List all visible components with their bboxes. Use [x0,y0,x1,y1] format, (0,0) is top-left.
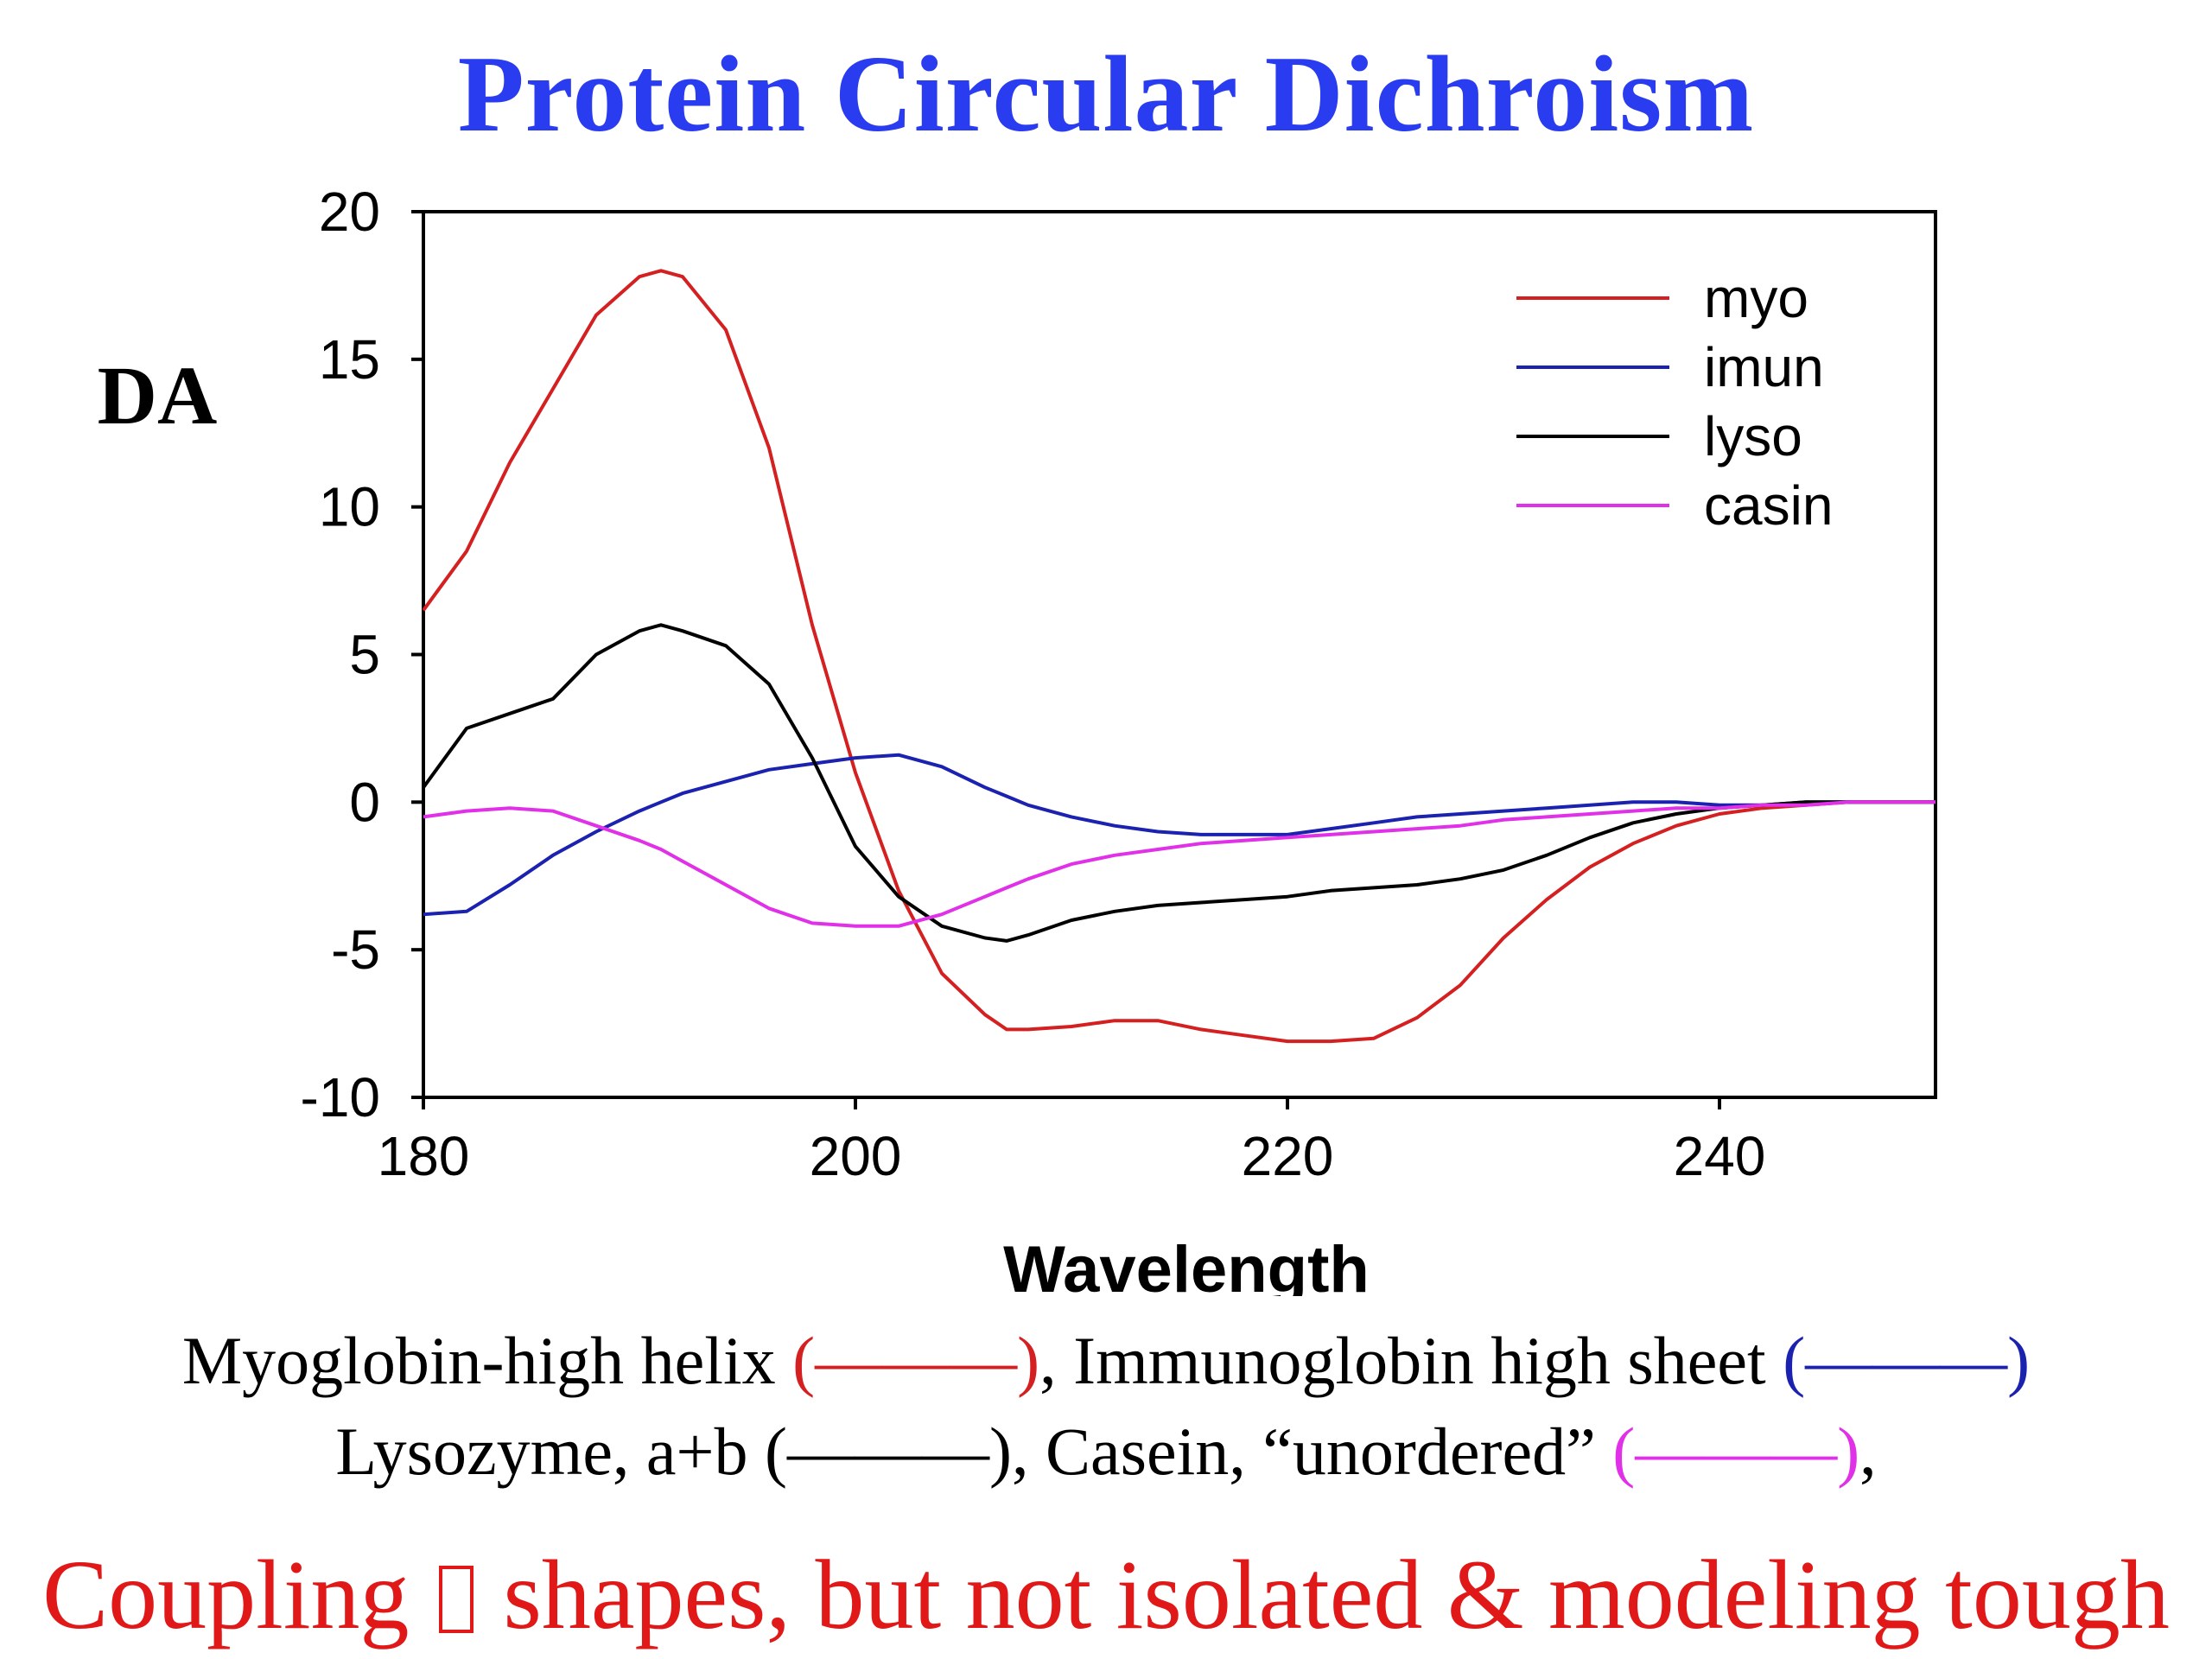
series-line-lyso [422,623,1936,943]
caption-myoglobin-text: Myoglobin-high helix [181,1323,793,1398]
imun-swatch: (———) [1783,1323,2031,1398]
y-tick-label: 10 [319,476,380,538]
chart-series [422,269,1936,1044]
legend-label-casin: casin [1704,474,1833,537]
x-tick-label: 220 [1242,1125,1334,1187]
legend-label-imun: imun [1704,336,1824,398]
legend-label-lyso: lyso [1704,405,1802,467]
casin-swatch: (———) [1612,1414,1860,1489]
x-axis-label: Wavelength [1003,1233,1370,1296]
series-line-myo [422,269,1936,1044]
missing-glyph-box [439,1566,474,1633]
y-tick-label: 0 [349,771,380,833]
bottom-statement: Coupling shapes, but not isolated & mode… [0,1538,2212,1652]
y-tick-label: 15 [319,328,380,391]
caption-immunoglobin-text: , Immunoglobin high sheet [1039,1323,1783,1398]
myo-swatch: (———) [792,1323,1040,1398]
caption-line-2-end: , [1859,1414,1877,1489]
cd-chart: 180 200 220 240 20 15 10 5 0 -5 -10 Wavelength DA my… [98,181,1937,1296]
x-tick-label: 200 [810,1125,902,1187]
caption-line-2: Lysozyme, a+b (———), Casein, “unordered”… [0,1413,2212,1491]
y-axis-label: DA [98,349,218,442]
bottom-text-end: shapes, but not isolated & modeling toug… [479,1540,2170,1649]
caption-line-1: Myoglobin-high helix (———), Immunoglobin… [0,1322,2212,1400]
x-tick-label: 240 [1674,1125,1766,1187]
y-tick-label: -10 [301,1066,381,1128]
y-tick-label: -5 [331,918,380,981]
y-tick-label: 5 [349,624,380,686]
y-tick-label: 20 [319,181,380,243]
caption-lysozyme-text: Lysozyme, a+b (———), Casein, “unordered” [335,1414,1613,1489]
legend-label-myo: myo [1704,267,1808,329]
slide-title: Protein Circular Dichroism [457,35,1755,155]
x-tick-label: 180 [378,1125,470,1187]
series-line-casin [423,800,1936,928]
series-line-imun [423,753,1936,917]
chart-legend: myo imun lyso casin [1516,267,1833,537]
bottom-text-start: Coupling [42,1540,435,1649]
chart-axes: 180 200 220 240 20 15 10 5 0 -5 -10 Wavelength DA [98,181,1937,1296]
